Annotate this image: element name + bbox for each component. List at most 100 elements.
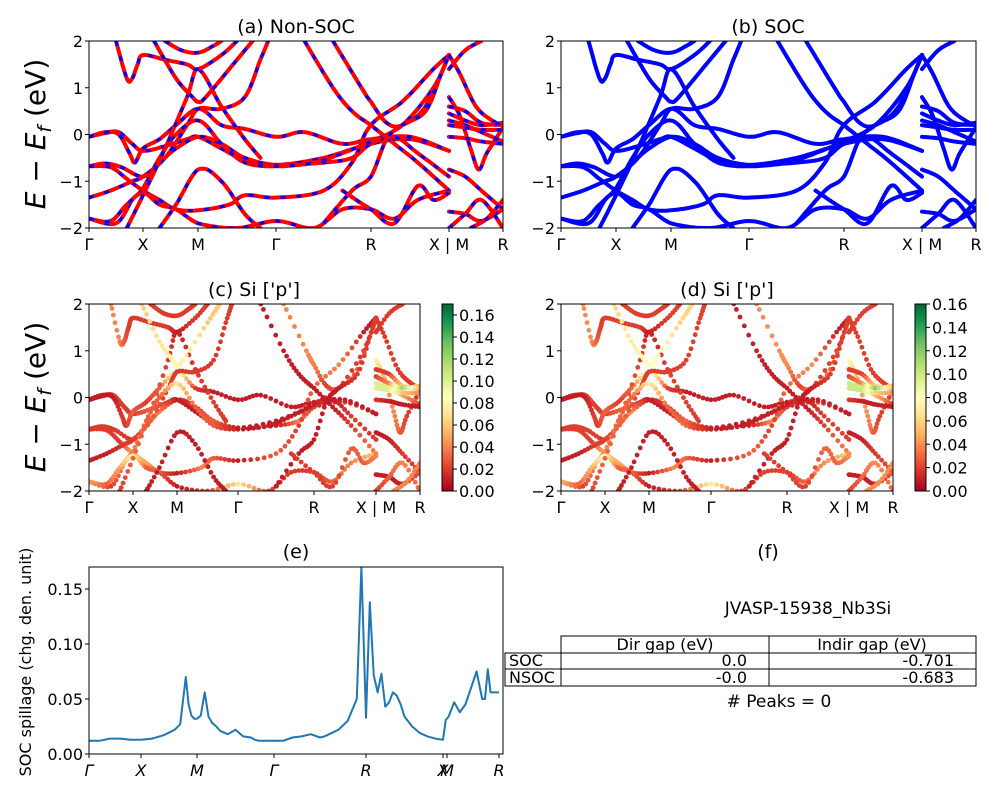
ytick-label: 1 <box>545 79 555 98</box>
projection-point <box>747 420 752 426</box>
projection-point <box>879 476 885 482</box>
projection-point <box>184 376 189 382</box>
projection-point <box>116 334 121 340</box>
projection-point <box>286 358 292 363</box>
projection-point <box>677 304 683 307</box>
xtick-label: R <box>838 235 849 254</box>
projection-point <box>258 304 264 307</box>
projection-point <box>264 314 270 320</box>
projection-point <box>586 327 592 333</box>
projection-point <box>304 348 309 354</box>
projection-point <box>178 470 184 476</box>
panel-c: (c) Si ['p'] −2 −1 0 1 2 Γ X M Γ R X | M R E − Ef … <box>19 279 495 517</box>
projection-point <box>352 417 358 423</box>
projection-point <box>279 474 285 480</box>
projection-point <box>611 304 617 307</box>
projection-point <box>796 373 801 379</box>
projection-point <box>672 488 678 491</box>
projection-point <box>394 422 400 428</box>
projection-point <box>683 418 689 424</box>
projection-point <box>792 411 798 417</box>
projection-point <box>336 410 341 416</box>
projection-point <box>284 403 289 409</box>
projection-point <box>809 362 815 368</box>
projection-point <box>201 325 207 331</box>
projection-point <box>355 451 361 457</box>
projection-point <box>585 477 591 483</box>
projection-point <box>786 432 792 437</box>
projection-point <box>183 344 189 350</box>
projection-point <box>284 468 289 474</box>
projection-point <box>825 458 831 464</box>
projection-point <box>694 325 700 331</box>
projection-point <box>314 388 320 394</box>
ytick-label: −2 <box>531 219 555 238</box>
projection-point <box>681 395 686 400</box>
projection-point <box>714 482 719 487</box>
projection-point <box>792 377 798 383</box>
projection-point <box>174 470 180 476</box>
projection-point <box>866 362 872 368</box>
projection-point <box>320 394 326 400</box>
projection-point <box>629 465 634 470</box>
projection-point <box>342 416 347 421</box>
band-line <box>625 41 728 105</box>
projection-point <box>281 348 286 354</box>
projection-point <box>650 382 655 388</box>
projection-point <box>112 320 118 326</box>
projection-point <box>217 304 223 307</box>
projection-point <box>178 382 183 388</box>
projection-point <box>734 488 740 491</box>
projection-point <box>157 395 162 400</box>
projection-point <box>352 375 357 381</box>
projection-point <box>656 431 662 437</box>
projection-point <box>587 404 593 409</box>
projection-point <box>600 462 605 468</box>
projection-point <box>758 472 763 477</box>
projection-point <box>120 480 126 486</box>
projection-point <box>846 453 852 459</box>
projection-point <box>286 439 292 444</box>
projection-point <box>637 445 643 451</box>
projection-point <box>846 437 852 442</box>
projection-point <box>255 456 260 462</box>
projection-point <box>223 488 229 491</box>
projection-point <box>113 477 119 483</box>
projection-point <box>180 337 186 343</box>
colorbar-tick-label: 0.06 <box>932 412 968 431</box>
projection-point <box>149 479 155 484</box>
projection-point <box>224 315 230 321</box>
projection-point <box>683 474 689 480</box>
projection-point <box>223 394 229 399</box>
projection-point <box>292 324 297 329</box>
colorbar-tick-label: 0.04 <box>932 435 968 454</box>
projection-point <box>339 403 344 409</box>
projection-point <box>395 367 401 372</box>
projection-point <box>406 476 412 482</box>
projection-point <box>277 419 283 424</box>
projection-point <box>362 426 368 432</box>
projection-point <box>183 323 189 329</box>
projection-point <box>214 455 220 461</box>
projection-point <box>677 488 683 491</box>
projection-point <box>210 487 216 491</box>
projection-point <box>144 312 149 317</box>
projection-point <box>199 451 205 457</box>
projection-point <box>352 458 358 464</box>
xtick-label: X <box>611 235 622 254</box>
projection-point <box>760 314 766 320</box>
projection-point <box>754 417 760 423</box>
projection-point <box>809 473 815 479</box>
projection-point <box>661 487 667 491</box>
projection-point <box>683 389 689 395</box>
projection-point <box>719 483 725 489</box>
projection-point <box>323 373 328 379</box>
projection-point <box>773 468 778 473</box>
ytick-label: 1 <box>73 342 83 361</box>
projection-point <box>794 404 800 410</box>
projection-point <box>772 408 778 414</box>
projection-point <box>812 465 818 470</box>
projection-point <box>287 314 293 320</box>
projection-point <box>759 439 765 444</box>
projection-point <box>608 441 613 447</box>
